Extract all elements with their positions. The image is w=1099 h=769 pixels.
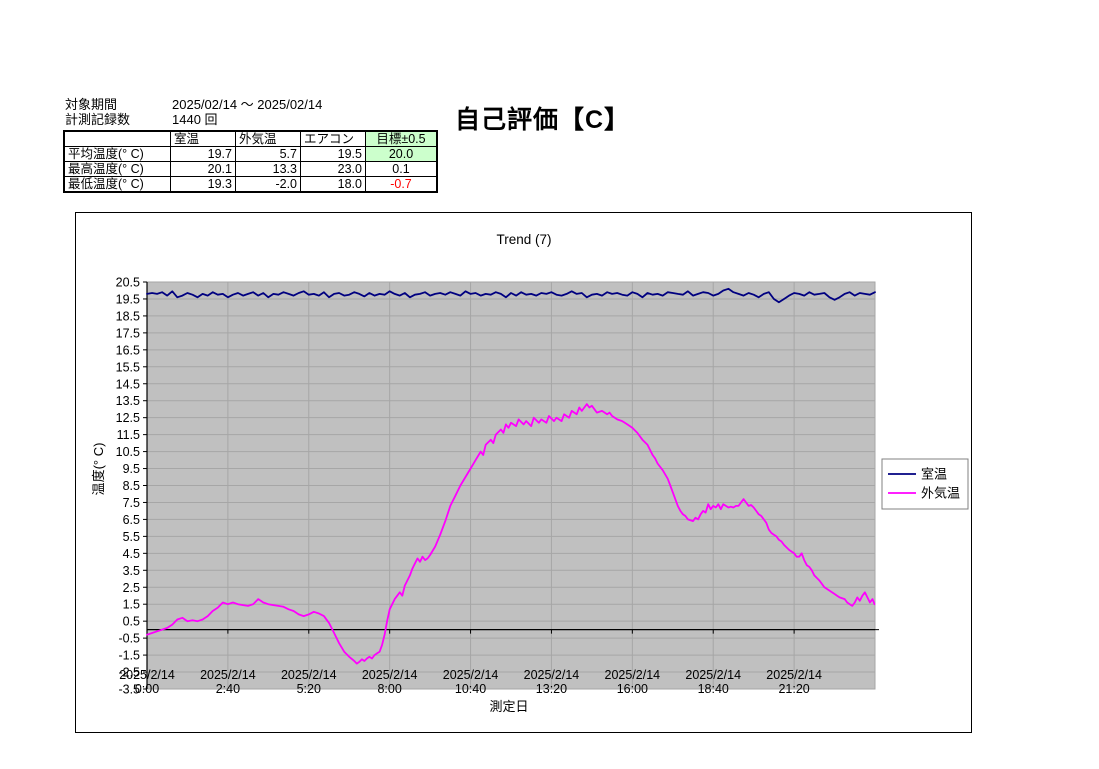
header-cell-goal: 目標±0.5	[365, 130, 438, 147]
trend-chart: 20.5 19.5 18.5 17.5 16.5 15.5 14.5 13.5 12.5 11.5…	[91, 232, 969, 714]
record-count-row: 計測記録数 1440 回	[65, 112, 322, 127]
record-count-value: 1440 回	[172, 112, 218, 127]
y-tick-label: 2.5	[123, 581, 140, 595]
cell-min-goal: -0.7	[365, 176, 438, 193]
legend-label-outdoor-temp: 外気温	[921, 486, 960, 501]
cell-max-room: 20.1	[170, 161, 236, 177]
row-label: 最高温度(° C)	[63, 161, 171, 177]
y-tick-label: 10.5	[116, 445, 140, 459]
record-count-label: 計測記録数	[65, 112, 131, 127]
table-row-max: 最高温度(° C) 20.1 13.3 23.0 0.1	[63, 161, 438, 177]
x-tick-date-label: 2025/2/14	[524, 668, 580, 682]
cell-avg-outdoor: 5.7	[235, 146, 301, 162]
x-tick-date-label: 2025/2/14	[119, 668, 175, 682]
x-tick-time-label: 21:20	[778, 682, 809, 696]
x-tick-date-label: 2025/2/14	[443, 668, 499, 682]
x-tick-time-label: 18:40	[698, 682, 729, 696]
cell-max-outdoor: 13.3	[235, 161, 301, 177]
cell-max-goal: 0.1	[365, 161, 438, 177]
report-header: 対象期間 2025/02/14 ～ 2025/02/14 計測記録数 1440 回	[65, 97, 322, 127]
cell-avg-goal: 20.0	[365, 146, 438, 162]
y-tick-label: 5.5	[123, 530, 140, 544]
header-cell-empty	[63, 130, 171, 147]
cell-max-aircon: 23.0	[300, 161, 366, 177]
header-cell-aircon: エアコン	[300, 130, 366, 147]
y-tick-label: -2.5	[118, 666, 140, 680]
chart-title: Trend (7)	[496, 232, 551, 247]
x-tick-time-label: 13:20	[536, 682, 567, 696]
y-tick-label: 15.5	[116, 360, 140, 374]
cell-min-outdoor: -2.0	[235, 176, 301, 193]
row-label: 平均温度(° C)	[63, 146, 171, 162]
x-tick-time-label: 0:00	[135, 682, 159, 696]
y-tick-label: 8.5	[123, 479, 140, 493]
period-value: 2025/02/14 ～ 2025/02/14	[172, 97, 323, 112]
y-tick-label: -1.5	[118, 649, 140, 663]
table-header-row: 室温 外気温 エアコン 目標±0.5	[63, 130, 438, 147]
header-cell-outdoor: 外気温	[235, 130, 301, 147]
y-tick-label: 19.5	[116, 292, 140, 306]
x-tick-date-label: 2025/2/14	[362, 668, 418, 682]
y-tick-label: 20.5	[116, 276, 140, 290]
y-tick-label: 12.5	[116, 411, 140, 425]
y-tick-label: 14.5	[116, 377, 140, 391]
y-axis-title: 温度(° C)	[91, 443, 106, 496]
y-tick-label: 13.5	[116, 394, 140, 408]
y-tick-label: 7.5	[123, 496, 140, 510]
x-tick-time-label: 5:20	[297, 682, 321, 696]
period-label: 対象期間	[65, 97, 118, 112]
cell-avg-room: 19.7	[170, 146, 236, 162]
x-tick-date-label: 2025/2/14	[281, 668, 337, 682]
trend-chart-frame: 20.5 19.5 18.5 17.5 16.5 15.5 14.5 13.5 12.5 11.5…	[75, 212, 972, 733]
x-tick-time-label: 10:40	[455, 682, 486, 696]
room-temp-line	[146, 287, 876, 304]
x-tick-date-label: 2025/2/14	[200, 668, 256, 682]
period-row: 対象期間 2025/02/14 ～ 2025/02/14	[65, 97, 322, 112]
x-tick-time-label: 8:00	[377, 682, 401, 696]
y-tick-label: 9.5	[123, 462, 140, 476]
x-tick-date-label: 2025/2/14	[766, 668, 822, 682]
cell-avg-aircon: 19.5	[300, 146, 366, 162]
self-evaluation-title: 自己評価【C】	[455, 106, 631, 134]
y-tick-label: 0.5	[123, 615, 140, 629]
y-tick-label: 16.5	[116, 343, 140, 357]
y-tick-label: 11.5	[117, 428, 140, 442]
y-tick-label: 17.5	[116, 326, 140, 340]
cell-min-room: 19.3	[170, 176, 236, 193]
y-tick-label: 3.5	[123, 564, 140, 578]
x-tick-time-label: 16:00	[617, 682, 648, 696]
temperature-stats-table: 室温 外気温 エアコン 目標±0.5 平均温度(° C) 19.7 5.7 19…	[63, 130, 438, 193]
row-label: 最低温度(° C)	[63, 176, 171, 193]
y-tick-label: -3.5	[118, 683, 140, 697]
legend-box	[881, 458, 969, 510]
x-tick-date-label: 2025/2/14	[605, 668, 661, 682]
table-row-average: 平均温度(° C) 19.7 5.7 19.5 20.0	[63, 146, 438, 162]
x-tick-time-label: 2:40	[216, 682, 240, 696]
y-tick-label: -0.5	[118, 632, 140, 646]
legend-label-room-temp: 室温	[921, 467, 947, 482]
table-row-min: 最低温度(° C) 19.3 -2.0 18.0 -0.7	[63, 176, 438, 193]
y-tick-label: 6.5	[123, 513, 140, 527]
outdoor-temp-line	[146, 403, 876, 665]
header-cell-room: 室温	[170, 130, 236, 147]
y-tick-label: 1.5	[123, 598, 140, 612]
x-tick-date-label: 2025/2/14	[685, 668, 741, 682]
cell-min-aircon: 18.0	[300, 176, 366, 193]
y-tick-label: 18.5	[116, 309, 140, 323]
x-axis-title: 測定日	[489, 699, 528, 714]
y-tick-label: 4.5	[123, 547, 140, 561]
